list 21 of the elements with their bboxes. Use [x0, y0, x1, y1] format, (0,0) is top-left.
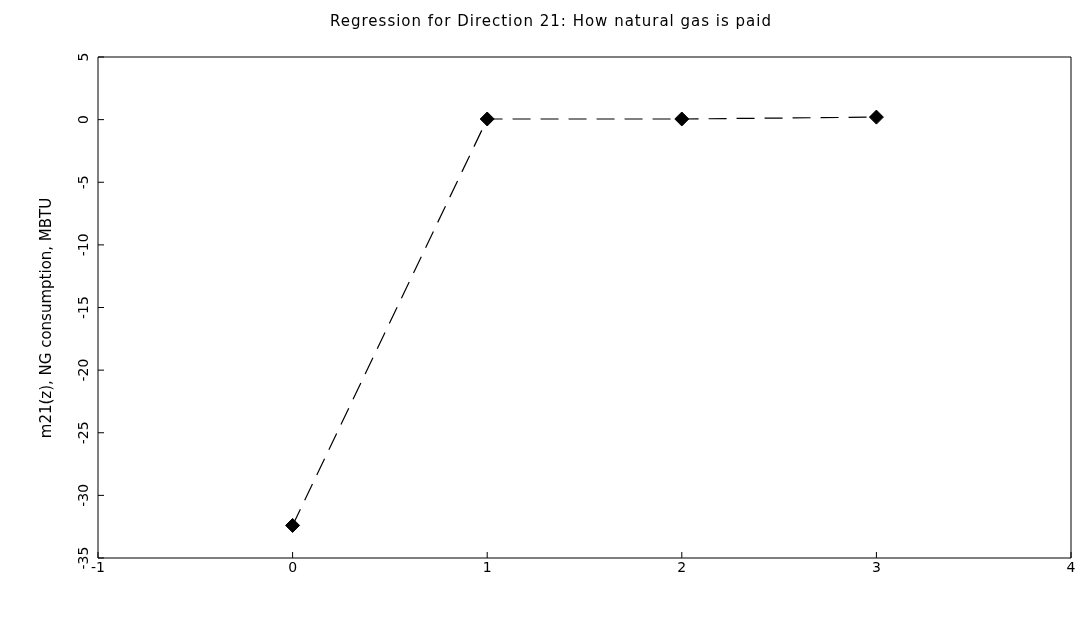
- chart-title: Regression for Direction 21: How natural gas is paid: [329, 12, 773, 30]
- y-axis-title: m21(z), NG consumption, MBTU: [37, 197, 55, 439]
- point: [285, 517, 301, 533]
- x-tick-label: 4: [1066, 558, 1076, 575]
- x-tick-label: 0: [288, 558, 298, 575]
- point: [674, 111, 690, 127]
- y-tick-label: -5: [75, 175, 91, 190]
- point: [479, 111, 495, 127]
- x-tick-label: 2: [677, 558, 687, 575]
- x-tick-label: 3: [871, 558, 881, 575]
- y-tick-label: -25: [75, 421, 91, 445]
- x-tick-label: 1: [482, 558, 492, 575]
- y-tick-label: 5: [75, 52, 91, 62]
- y-tick-label: -35: [75, 546, 91, 570]
- y-tick-label: -30: [75, 483, 91, 507]
- y-tick-label: -15: [75, 296, 91, 319]
- point: [868, 109, 884, 125]
- y-tick-label: -10: [75, 233, 91, 257]
- y-tick-label: 0: [75, 115, 91, 125]
- y-tick-label: -20: [75, 358, 91, 382]
- x-tick-label: -1: [91, 558, 105, 575]
